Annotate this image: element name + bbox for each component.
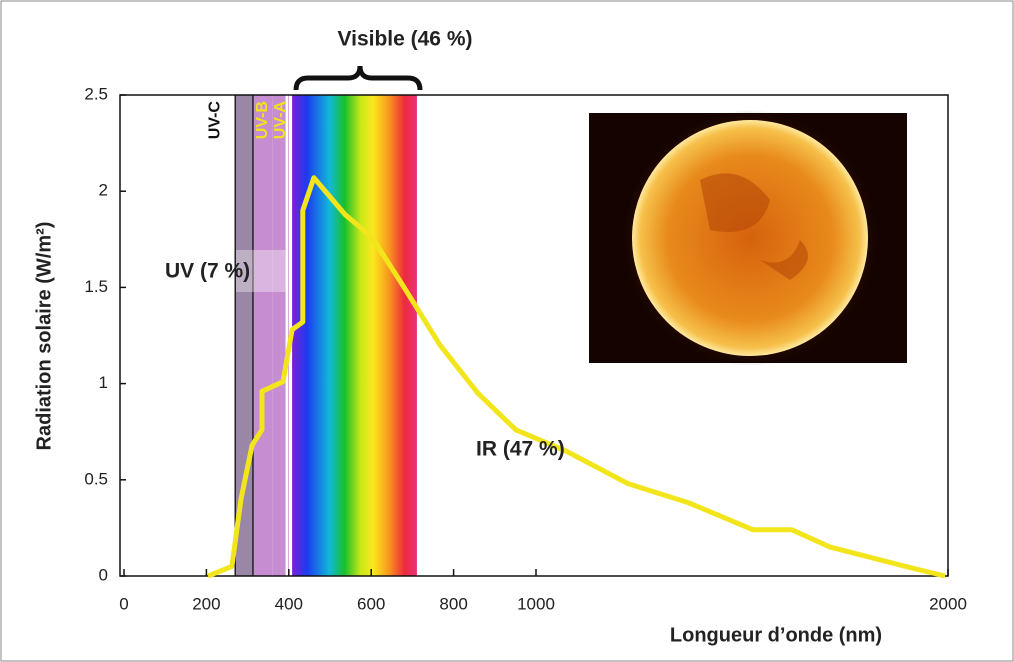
ir-annotation: IR (47 %): [476, 438, 565, 461]
x-axis-label: Longueur d’onde (nm): [670, 624, 882, 646]
x-tick-label: 0: [119, 594, 128, 613]
band-label: UV-B: [254, 101, 271, 139]
axes-box: [119, 94, 949, 577]
uv-annotation: UV (7 %): [165, 260, 250, 283]
x-tick-label: 200: [192, 594, 220, 613]
sun-detail: [700, 173, 808, 280]
visible-title: Visible (46 %): [337, 28, 472, 51]
plot-area: [234, 95, 417, 576]
x-tick-label: 800: [439, 594, 467, 613]
x-tick-label: 2000: [929, 594, 967, 613]
sun-image: [589, 110, 907, 366]
y-tick-label: 2.5: [84, 84, 108, 103]
band-label: UV-C: [206, 101, 223, 140]
sun: [632, 120, 868, 356]
x-tick-label: 600: [357, 594, 385, 613]
y-tick-label: 1: [99, 373, 108, 392]
y-tick-label: 0: [99, 565, 108, 584]
x-tick-label: 400: [275, 594, 303, 613]
y-axis-label: Radiation solaire (W/m²): [33, 222, 55, 451]
y-tick-label: 0.5: [84, 469, 108, 488]
uv-band: [272, 95, 289, 576]
x-tick-label: 1000: [517, 594, 555, 613]
y-tick-label: 2: [99, 181, 108, 200]
visible-band: [292, 95, 417, 576]
label-bg: [236, 250, 286, 292]
uv-band: [252, 95, 273, 576]
visible-brace: [293, 65, 423, 91]
band-label: UV-A: [272, 101, 289, 140]
radiation-curve: [207, 175, 946, 579]
y-tick-label: 1.5: [84, 277, 108, 296]
